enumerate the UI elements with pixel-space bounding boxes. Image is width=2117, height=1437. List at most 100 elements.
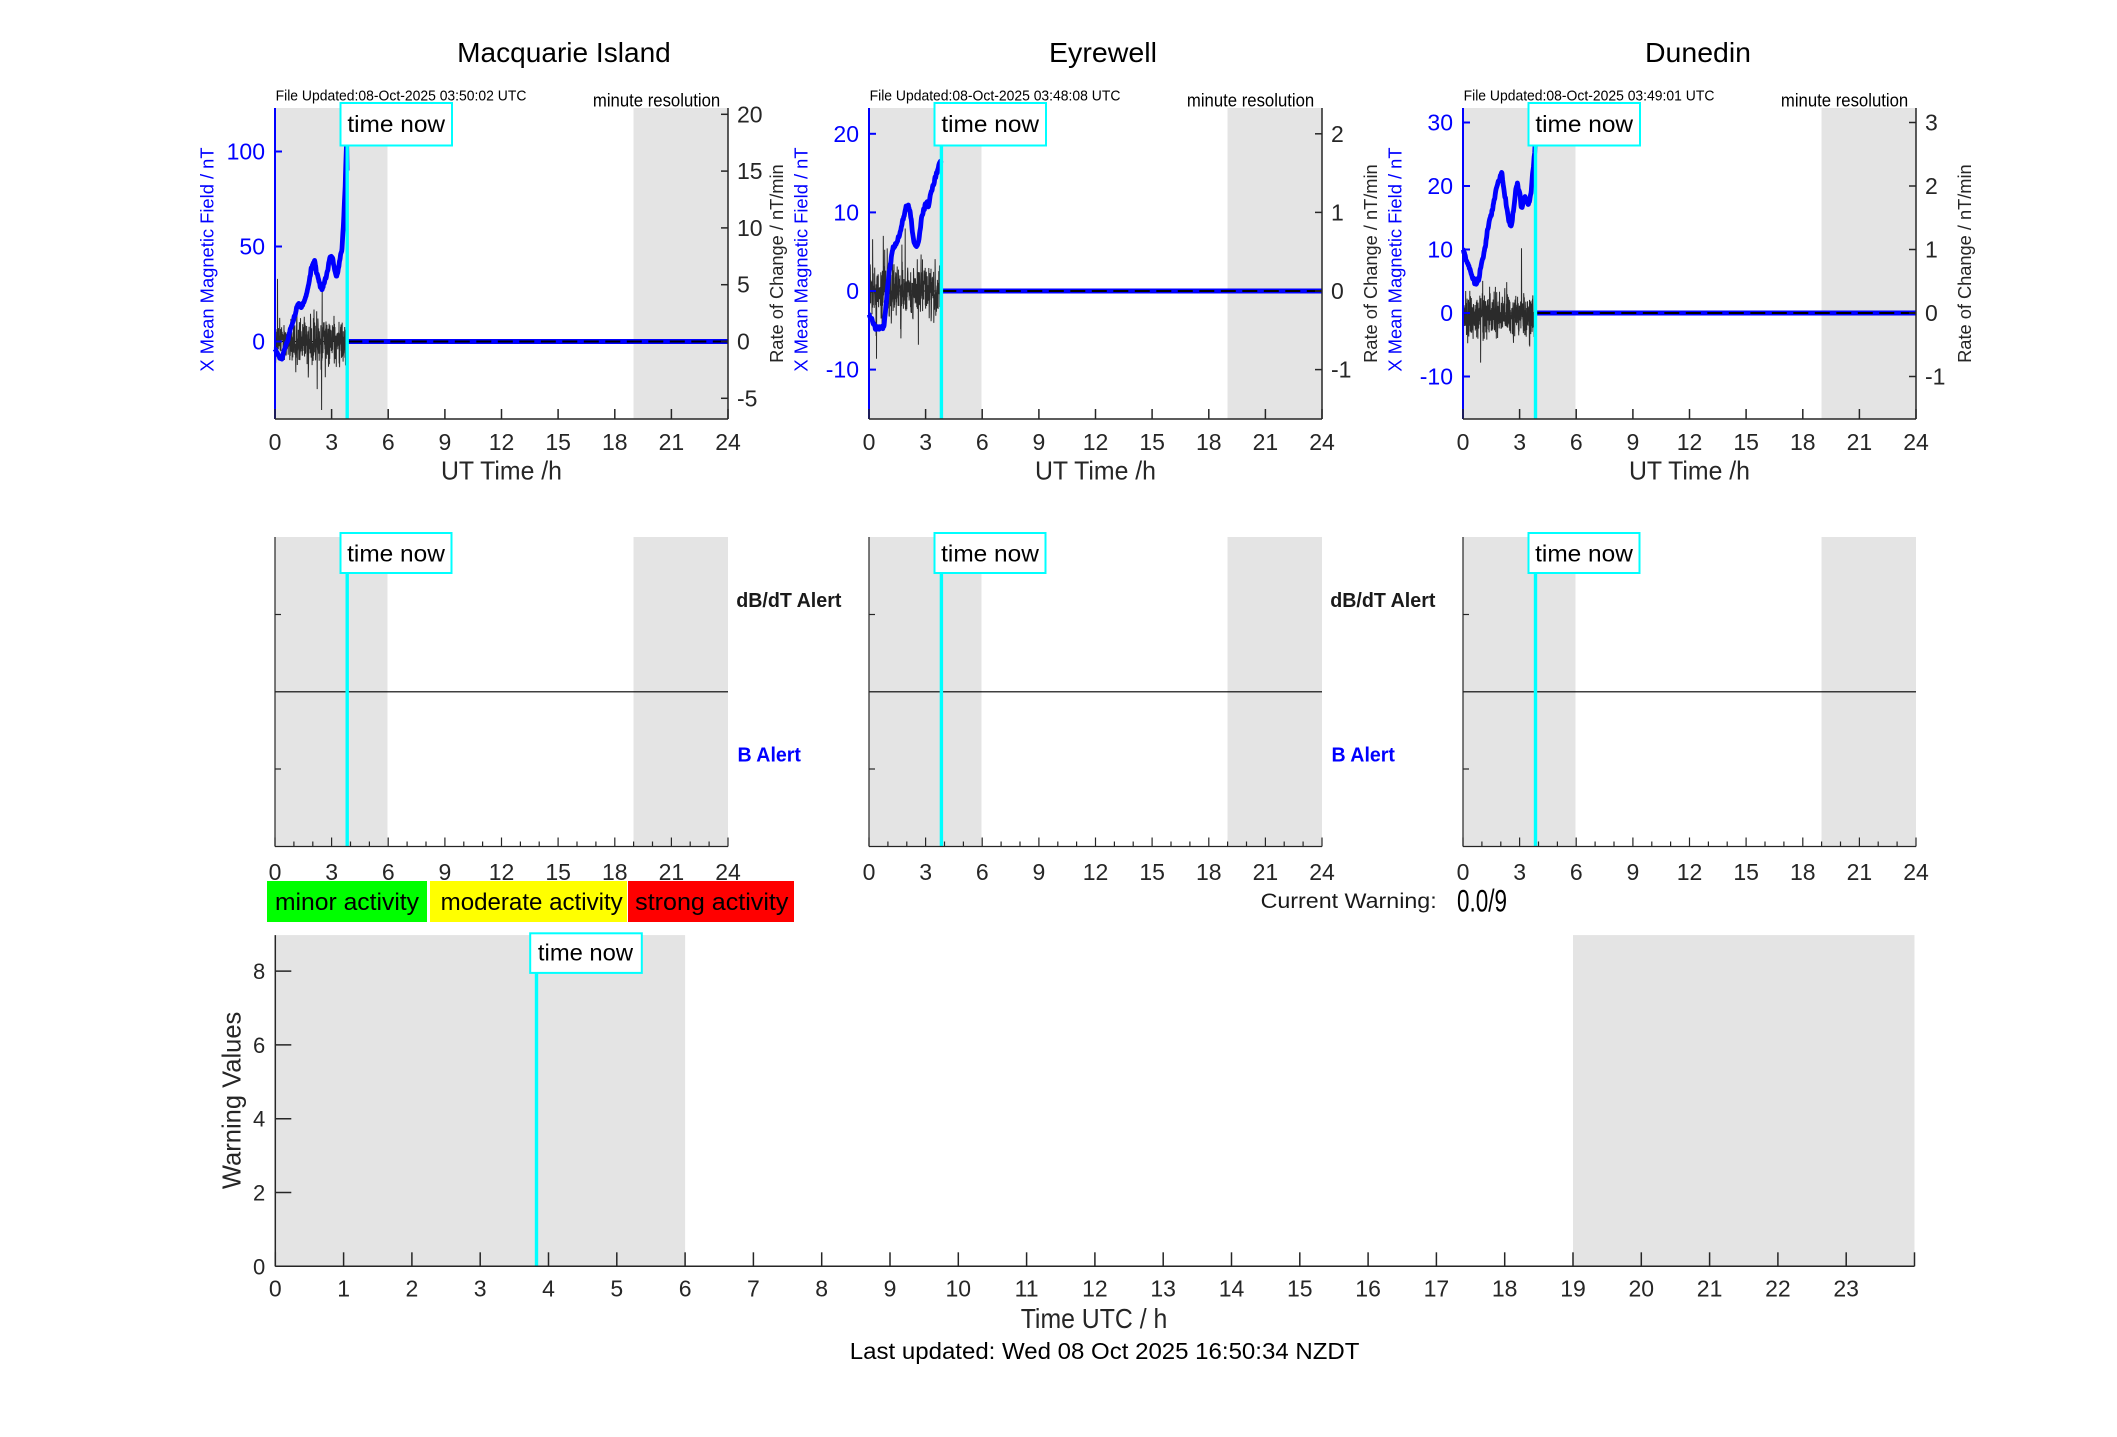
- svg-text:21: 21: [1253, 859, 1279, 885]
- svg-text:10: 10: [1427, 237, 1453, 263]
- svg-text:2: 2: [406, 1276, 419, 1302]
- svg-text:strong activity: strong activity: [635, 889, 788, 916]
- svg-text:B Alert: B Alert: [737, 745, 801, 767]
- svg-text:0: 0: [253, 1254, 265, 1279]
- svg-text:File Updated:08-Oct-2025 03:50: File Updated:08-Oct-2025 03:50:02 UTC: [276, 87, 527, 104]
- svg-text:1: 1: [1331, 199, 1344, 225]
- svg-text:6: 6: [1570, 859, 1583, 885]
- svg-text:3: 3: [325, 429, 338, 455]
- svg-text:minute resolution: minute resolution: [1187, 91, 1314, 111]
- svg-text:21: 21: [1697, 1276, 1723, 1302]
- svg-text:18: 18: [1790, 429, 1816, 455]
- svg-text:time now: time now: [941, 541, 1040, 567]
- svg-text:6: 6: [976, 429, 989, 455]
- svg-text:18: 18: [1492, 1276, 1518, 1302]
- svg-text:Current Warning:: Current Warning:: [1261, 889, 1437, 913]
- svg-text:9: 9: [1626, 859, 1639, 885]
- svg-text:11: 11: [1015, 1276, 1039, 1302]
- svg-text:15: 15: [1139, 429, 1165, 455]
- svg-text:8: 8: [815, 1276, 828, 1302]
- svg-text:3: 3: [325, 859, 338, 885]
- svg-text:21: 21: [1253, 429, 1279, 455]
- svg-text:X Mean Magnetic Field / nT: X Mean Magnetic Field / nT: [197, 147, 218, 371]
- svg-text:50: 50: [239, 234, 265, 260]
- svg-text:24: 24: [1309, 429, 1335, 455]
- svg-text:0: 0: [1457, 859, 1470, 885]
- svg-text:2: 2: [1331, 121, 1344, 147]
- svg-text:3: 3: [1513, 429, 1526, 455]
- svg-text:-10: -10: [1420, 364, 1453, 390]
- svg-text:-1: -1: [1925, 364, 1945, 390]
- svg-text:0: 0: [269, 429, 282, 455]
- svg-text:6: 6: [253, 1033, 265, 1058]
- svg-text:9: 9: [1032, 429, 1045, 455]
- svg-text:23: 23: [1833, 1276, 1859, 1302]
- svg-text:0: 0: [1457, 429, 1470, 455]
- svg-text:6: 6: [1570, 429, 1583, 455]
- svg-text:24: 24: [715, 429, 741, 455]
- svg-text:6: 6: [679, 1276, 692, 1302]
- svg-text:0: 0: [737, 329, 750, 355]
- svg-text:7: 7: [747, 1276, 760, 1302]
- svg-text:8: 8: [253, 959, 265, 984]
- svg-text:15: 15: [1733, 429, 1759, 455]
- svg-text:9: 9: [1626, 429, 1639, 455]
- svg-text:20: 20: [833, 121, 859, 147]
- svg-text:13: 13: [1150, 1276, 1176, 1302]
- svg-text:16: 16: [1355, 1276, 1381, 1302]
- svg-text:15: 15: [737, 158, 763, 184]
- svg-text:20: 20: [737, 101, 763, 127]
- svg-text:15: 15: [545, 859, 571, 885]
- svg-text:6: 6: [382, 859, 395, 885]
- svg-text:12: 12: [489, 429, 515, 455]
- svg-text:21: 21: [1847, 429, 1873, 455]
- svg-text:15: 15: [1287, 1276, 1313, 1302]
- svg-text:time now: time now: [1535, 111, 1634, 137]
- svg-text:0: 0: [1440, 300, 1453, 326]
- svg-text:12: 12: [1083, 429, 1109, 455]
- svg-text:14: 14: [1219, 1276, 1245, 1302]
- svg-text:21: 21: [1847, 859, 1873, 885]
- svg-text:0: 0: [863, 429, 876, 455]
- svg-text:Rate of Change / nT/min: Rate of Change / nT/min: [1954, 164, 1975, 363]
- svg-text:Time UTC / h: Time UTC / h: [1021, 1303, 1168, 1334]
- svg-text:Dunedin: Dunedin: [1645, 37, 1751, 68]
- svg-text:0: 0: [846, 278, 859, 304]
- svg-text:5: 5: [737, 272, 750, 298]
- svg-text:18: 18: [1196, 429, 1222, 455]
- svg-text:4: 4: [542, 1276, 555, 1302]
- svg-text:12: 12: [1677, 859, 1703, 885]
- svg-text:time now: time now: [538, 940, 634, 966]
- svg-text:21: 21: [659, 429, 685, 455]
- svg-text:minute resolution: minute resolution: [593, 91, 720, 111]
- svg-text:30: 30: [1427, 110, 1453, 136]
- svg-text:12: 12: [1677, 429, 1703, 455]
- svg-text:20: 20: [1427, 173, 1453, 199]
- svg-text:15: 15: [1733, 859, 1759, 885]
- svg-text:0: 0: [863, 859, 876, 885]
- svg-text:20: 20: [1629, 1276, 1655, 1302]
- svg-text:10: 10: [833, 199, 859, 225]
- svg-text:12: 12: [1083, 859, 1109, 885]
- svg-text:10: 10: [737, 215, 763, 241]
- svg-text:3: 3: [474, 1276, 487, 1302]
- svg-text:time now: time now: [347, 541, 446, 567]
- svg-text:6: 6: [382, 429, 395, 455]
- svg-text:moderate activity: moderate activity: [441, 889, 623, 916]
- svg-text:18: 18: [602, 859, 628, 885]
- svg-text:File Updated:08-Oct-2025 03:49: File Updated:08-Oct-2025 03:49:01 UTC: [1464, 87, 1715, 104]
- svg-text:18: 18: [602, 429, 628, 455]
- svg-text:1: 1: [1925, 237, 1938, 263]
- svg-text:12: 12: [489, 859, 515, 885]
- svg-text:Last updated: Wed 08 Oct 2025: Last updated: Wed 08 Oct 2025 16:50:34 N…: [850, 1338, 1360, 1364]
- svg-text:6: 6: [976, 859, 989, 885]
- svg-text:dB/dT Alert: dB/dT Alert: [736, 590, 842, 612]
- svg-text:2: 2: [253, 1181, 265, 1206]
- svg-text:0: 0: [1925, 300, 1938, 326]
- svg-text:-10: -10: [826, 357, 859, 383]
- svg-text:UT Time /h: UT Time /h: [441, 456, 562, 486]
- svg-text:Macquarie Island: Macquarie Island: [457, 37, 671, 68]
- svg-text:0: 0: [1331, 278, 1344, 304]
- svg-text:UT Time /h: UT Time /h: [1629, 456, 1750, 486]
- svg-text:File Updated:08-Oct-2025 03:48: File Updated:08-Oct-2025 03:48:08 UTC: [870, 87, 1121, 104]
